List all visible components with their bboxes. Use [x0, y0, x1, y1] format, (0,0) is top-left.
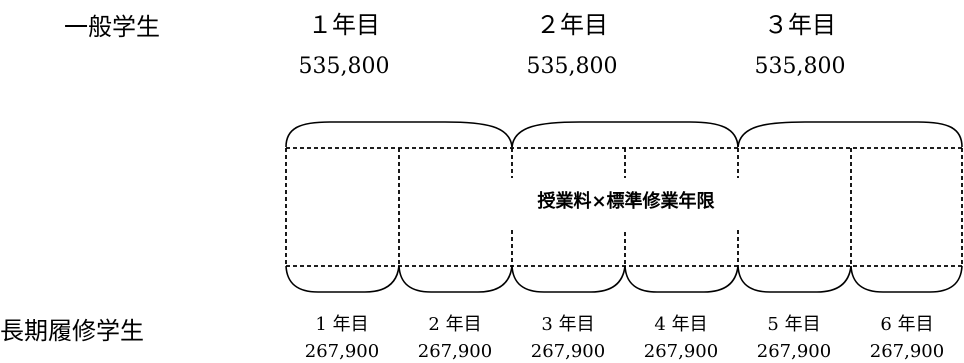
general-fee-2: 535,800: [526, 54, 618, 79]
bottom-brace-1: [285, 265, 400, 293]
longterm-fee-4: 267,900: [643, 341, 719, 362]
long-term-student-label: 長期履修学生: [0, 317, 144, 345]
general-year-2: ２年目: [536, 11, 608, 39]
general-fee-1: 535,800: [298, 54, 390, 79]
longterm-fee-5: 267,900: [756, 341, 832, 362]
longterm-fee-1: 267,900: [304, 341, 380, 362]
formula-label: 授業料×標準修業年限: [537, 191, 715, 212]
longterm-year-6: 6 年目: [880, 314, 934, 335]
bottom-brace-4: [624, 265, 739, 293]
bottom-brace-3: [511, 265, 626, 293]
longterm-year-1: 1 年目: [315, 314, 369, 335]
longterm-year-3: 3 年目: [541, 314, 595, 335]
longterm-year-2: 2 年目: [428, 314, 482, 335]
longterm-fee-2: 267,900: [417, 341, 493, 362]
general-student-label: 一般学生: [64, 13, 160, 41]
longterm-fee-6: 267,900: [869, 341, 945, 362]
general-fee-3: 535,800: [754, 54, 846, 79]
top-brace-2: [511, 121, 739, 148]
bottom-brace-5: [737, 265, 852, 293]
bottom-brace-6: [850, 265, 963, 293]
general-year-3: ３年目: [764, 11, 836, 39]
general-year-1: １年目: [308, 11, 380, 39]
longterm-year-5: 5 年目: [767, 314, 821, 335]
bottom-brace-2: [398, 265, 513, 293]
longterm-fee-3: 267,900: [530, 341, 606, 362]
longterm-year-4: 4 年目: [654, 314, 708, 335]
top-brace-1: [285, 121, 513, 148]
top-brace-3: [737, 121, 963, 148]
